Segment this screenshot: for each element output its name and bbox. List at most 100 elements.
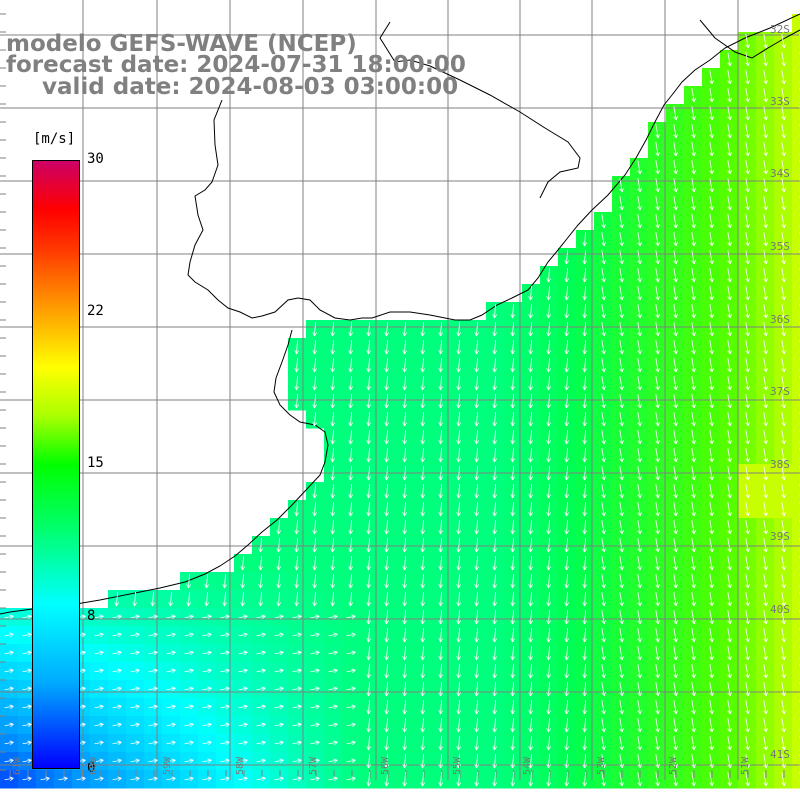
wind-vector-arrow [655,412,660,427]
wind-vector-arrow [438,591,443,607]
wind-vector-arrow [546,681,551,697]
wind-vector-arrow [781,232,786,247]
wind-vector-arrow [691,232,696,247]
wind-vector-arrow [709,646,714,661]
wind-vector-arrow [58,776,68,782]
wind-vector-arrow [312,555,317,571]
wind-vector-arrow [4,614,14,620]
wind-vector-arrow [492,753,497,769]
wind-vector-arrow [492,645,497,661]
wind-speed-cell [792,230,800,249]
wind-vector-arrow [781,682,786,697]
wind-vector-arrow [655,268,660,283]
wind-vector-arrow [366,681,371,697]
wind-vector-arrow [402,501,407,517]
wind-vector-arrow [456,501,461,517]
wind-vector-arrow [673,718,678,733]
wind-vector-arrow [420,627,425,643]
wind-vector-arrow [745,250,750,265]
wind-vector-arrow [366,519,371,535]
wind-vector-arrow [582,375,587,391]
wind-vector-arrow [292,686,302,692]
wind-vector-arrow [546,447,551,463]
coastline [0,13,800,615]
wind-vector-arrow [655,214,660,229]
wind-vector-arrow [781,754,786,769]
wind-vector-arrow [763,502,768,517]
wind-vector-arrow [402,591,407,607]
wind-vector-arrow [655,196,660,211]
wind-vector-arrow [546,321,551,337]
wind-vector-arrow [292,740,302,746]
wind-vector-arrow [184,650,194,656]
lat-label-38s: 38S [770,458,790,471]
wind-vector-arrow [366,429,371,445]
wind-vector-arrow [709,214,714,229]
wind-vector-arrow [781,502,786,517]
wind-vector-arrow [691,430,696,445]
wind-vector-arrow [637,232,642,247]
wind-vector-arrow [238,740,248,746]
wind-vector-arrow [204,591,209,607]
wind-vector-arrow [256,632,266,638]
wind-vector-arrow [438,339,443,355]
wind-vector-arrow [456,465,461,481]
wind-vector-arrow [166,668,176,674]
wind-vector-arrow [492,591,497,607]
wind-vector-arrow [781,430,786,445]
wind-vector-arrow [745,178,750,193]
wind-vector-arrow [655,160,660,175]
wind-vector-arrow [655,484,660,499]
wind-vector-arrow [112,668,122,674]
wind-vector-arrow [456,771,461,787]
wind-speed-cell [792,752,800,771]
wind-vector-arrow [691,484,696,499]
wind-vector-arrow [637,340,642,355]
wind-vector-arrow [346,740,356,746]
wind-vector-arrow [384,429,389,445]
wind-vector-arrow [619,232,624,247]
wind-vector-arrow [763,718,768,733]
wind-vector-arrow [528,321,533,337]
wind-vector-arrow [691,610,696,625]
wind-vector-arrow [763,232,768,247]
wind-vector-arrow [474,717,479,733]
wind-vector-arrow [727,592,732,607]
wind-vector-arrow [619,664,624,679]
wind-vector-arrow [456,663,461,679]
wind-vector-arrow [312,411,317,427]
wind-vector-arrow [384,645,389,661]
wind-vector-arrow [220,776,230,782]
wind-vector-arrow [276,537,281,553]
wind-vector-arrow [4,650,14,656]
wind-vector-arrow [348,393,353,409]
wind-vector-arrow [673,610,678,625]
wind-vector-arrow [781,466,786,481]
wind-vector-arrow [402,699,407,715]
wind-vector-arrow [673,574,678,589]
wind-vector-arrow [384,573,389,589]
wind-vector-arrow [601,412,606,427]
wind-vector-arrow [220,650,230,656]
wind-vector-arrow [22,614,32,620]
wind-vector-arrow [564,357,569,373]
wind-vector-arrow [619,538,624,553]
wind-vector-arrow [258,537,263,553]
wind-vector-arrow [420,357,425,373]
wind-vector-arrow [763,484,768,499]
wind-vector-arrow [420,699,425,715]
wind-vector-arrow [510,627,515,643]
wind-vector-arrow [22,704,32,710]
wind-vector-arrow [474,321,479,337]
wind-vector-arrow [40,776,50,782]
wind-vector-arrow [745,484,750,499]
wind-vector-arrow [673,520,678,535]
wind-vector-arrow [240,555,245,571]
wind-vector-arrow [673,376,678,391]
wind-vector-arrow [601,574,606,589]
wind-vector-arrow [655,556,660,571]
wind-vector-arrow [745,538,750,553]
wind-vector-arrow [510,735,515,751]
wind-vector-arrow [601,286,606,301]
wind-vector-arrow [673,322,678,337]
